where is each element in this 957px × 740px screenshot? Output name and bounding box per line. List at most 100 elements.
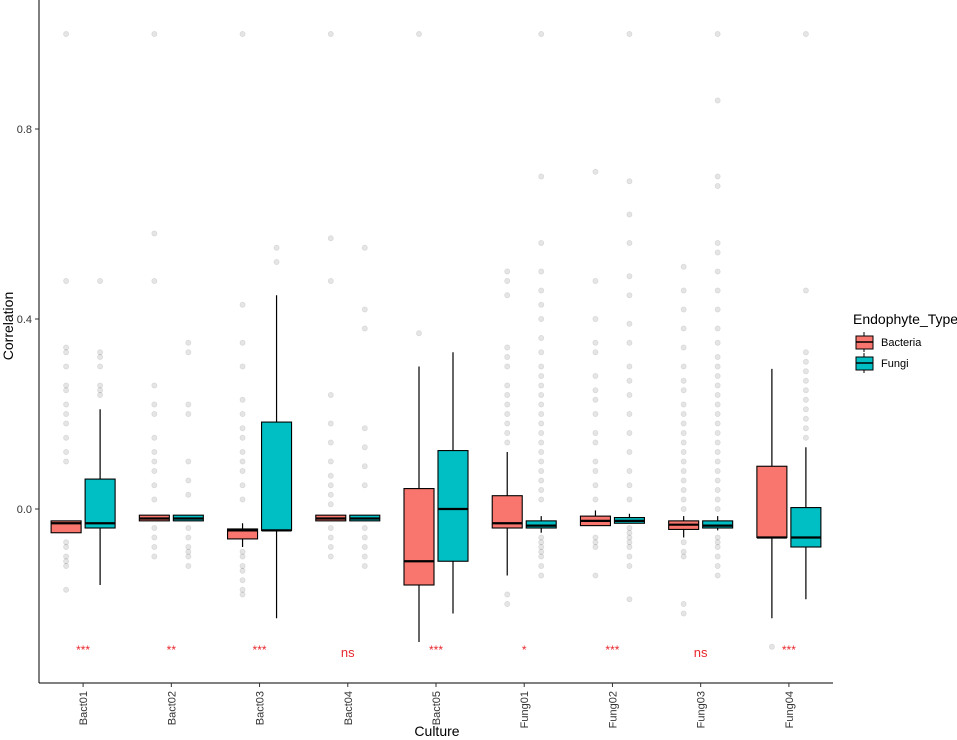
outlier-point [239, 577, 246, 584]
outlier-point [327, 278, 334, 284]
outlier-point [538, 373, 545, 379]
outlier-point [592, 430, 599, 436]
outlier-point [680, 487, 687, 493]
outlier-point [714, 411, 721, 417]
outlier-point [239, 449, 246, 455]
outlier-point [504, 430, 511, 436]
outlier-point [185, 411, 192, 417]
x-tick-label: Fung02 [607, 691, 619, 728]
outlier-point [361, 425, 368, 432]
outlier-point [239, 468, 246, 474]
outlier-point [626, 468, 633, 474]
outlier-point [538, 572, 545, 579]
outlier-point [592, 373, 599, 379]
outlier-point [592, 534, 599, 541]
outlier-point [151, 553, 158, 560]
outlier-point [802, 396, 809, 403]
outlier-point [239, 548, 246, 555]
significance-label: ns [694, 645, 708, 660]
outlier-point [626, 292, 633, 299]
outlier-point [714, 339, 721, 346]
outlier-point [592, 316, 599, 322]
outlier-point [538, 420, 545, 427]
outlier-point [714, 449, 721, 455]
outlier-point [273, 259, 280, 265]
outlier-point [680, 401, 687, 408]
x-tick-label: Bact03 [255, 691, 267, 725]
outlier-point [185, 401, 192, 408]
outlier-point [97, 387, 104, 394]
outlier-point [185, 548, 192, 555]
outlier-point [63, 278, 70, 284]
outlier-point [680, 506, 687, 512]
outlier-point [151, 411, 158, 417]
outlier-point [680, 430, 687, 436]
significance-label: *** [76, 643, 90, 657]
legend: Endophyte_Type Bacteria Fungi [853, 311, 957, 373]
outlier-point [802, 415, 809, 422]
outlier-point [185, 553, 192, 560]
outlier-point [626, 31, 633, 37]
outlier-point [680, 548, 687, 555]
outlier-point [714, 31, 721, 37]
outlier-point [714, 439, 721, 446]
legend-label: Bacteria [881, 337, 922, 349]
outlier-point [504, 392, 511, 398]
outlier-point [239, 396, 246, 403]
outlier-point [63, 553, 70, 560]
outlier-point [626, 496, 633, 503]
outlier-point [538, 335, 545, 341]
outlier-point [63, 558, 70, 565]
outlier-point [592, 278, 599, 284]
outlier-point [714, 468, 721, 474]
outlier-point [592, 168, 599, 175]
outlier-point [714, 430, 721, 436]
outlier-point [592, 539, 599, 546]
outlier-point [626, 430, 633, 436]
x-axis-title: Culture [414, 723, 459, 739]
outlier-points [63, 31, 809, 650]
outlier-point [714, 287, 721, 294]
outlier-point [714, 458, 721, 465]
outlier-point [592, 411, 599, 417]
outlier-point [680, 377, 687, 384]
y-axis-title: Correlation [0, 292, 16, 360]
outlier-point [327, 491, 334, 498]
outlier-point [538, 301, 545, 308]
outlier-point [680, 411, 687, 417]
outlier-point [151, 468, 158, 474]
outlier-point [538, 316, 545, 322]
outlier-point [63, 382, 70, 389]
outlier-point [97, 349, 104, 356]
outlier-point [63, 349, 70, 356]
outlier-point [151, 31, 158, 37]
outlier-point [626, 553, 633, 560]
outlier-point [680, 539, 687, 546]
box-bacteria [50, 520, 82, 534]
box-bacteria [403, 488, 435, 586]
outlier-point [626, 411, 633, 417]
outlier-point [626, 539, 633, 546]
box-bacteria [227, 528, 259, 540]
outlier-point [714, 553, 721, 560]
outlier-point [714, 373, 721, 379]
x-tick-label: Fung03 [696, 691, 708, 728]
outlier-point [151, 382, 158, 389]
outlier-point [802, 406, 809, 413]
outlier-point [626, 178, 633, 185]
outlier-point [327, 534, 334, 541]
outlier-point [97, 363, 104, 370]
outlier-point [626, 482, 633, 489]
outlier-point [680, 601, 687, 607]
outlier-point [592, 468, 599, 474]
outlier-point [538, 439, 545, 446]
outlier-point [185, 477, 192, 484]
outlier-point [97, 382, 104, 389]
outlier-point [63, 411, 70, 417]
outlier-point [239, 363, 246, 370]
outlier-point [63, 539, 70, 546]
legend-entry: Fungi [855, 353, 909, 373]
significance-label: ns [341, 645, 355, 660]
outlier-point [504, 354, 511, 360]
outlier-point [151, 482, 158, 489]
